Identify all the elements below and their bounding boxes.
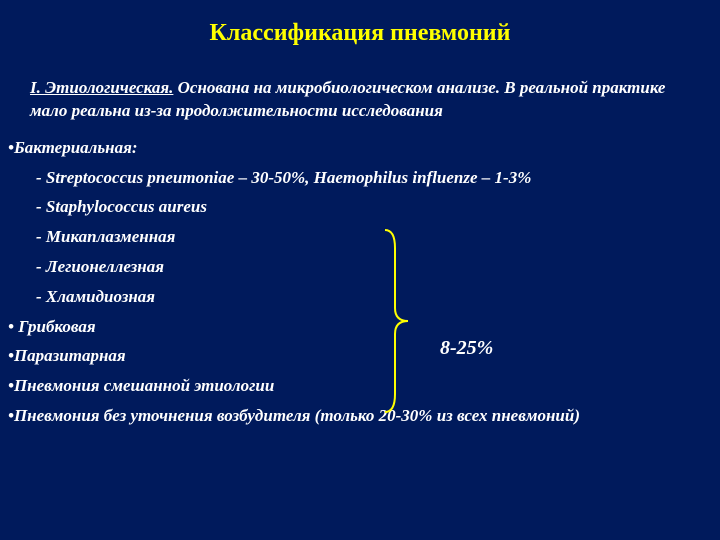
intro-underlined: I. Этиологическая. — [30, 78, 173, 97]
sub-strepto: - Streptococcus pneumoniae – 30-50%, Hae… — [0, 163, 720, 193]
bullet-mixed: •Пневмония смешанной этиологии — [0, 371, 720, 401]
bullet-bacterial: •Бактериальная: — [0, 133, 720, 163]
sub-mycoplasma: - Микаплазменная — [0, 222, 720, 252]
sub-chlamydia: - Хламидиозная — [0, 282, 720, 312]
curly-bracket-icon — [380, 228, 410, 414]
sub-legionella: - Легионеллезная — [0, 252, 720, 282]
intro-text: I. Этиологическая. Основана на микробиол… — [0, 77, 720, 133]
slide-title: Классификация пневмоний — [0, 0, 720, 77]
sub-staph: - Staphylococcus aureus — [0, 192, 720, 222]
percent-annotation: 8-25% — [440, 337, 493, 360]
bullet-unspecified: •Пневмония без уточнения возбудителя (то… — [9, 401, 720, 431]
bullet-fungal: • Грибковая — [0, 312, 720, 342]
bullet-parasitic: •Паразитарная — [0, 341, 720, 371]
